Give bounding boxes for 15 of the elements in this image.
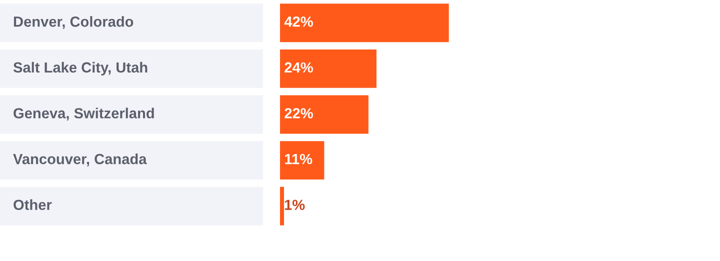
y-tick-label: Other [14, 199, 52, 210]
data-label: 42% [284, 16, 313, 27]
y-tick-label: Geneva, Switzerland [14, 108, 154, 121]
y-tick-label: Denver, Colorado [14, 16, 134, 29]
bar [280, 49, 376, 88]
data-label: 11% [285, 154, 312, 164]
data-label: 24% [284, 62, 313, 73]
data-label: 22% [284, 108, 313, 118]
y-tick-label: Salt Lake City, Utah [13, 62, 148, 76]
bar [280, 141, 324, 180]
y-tick-label: Vancouver, Canada [13, 154, 147, 166]
bar [280, 95, 368, 134]
bar [280, 186, 284, 226]
data-label: 1% [284, 200, 305, 210]
bar [280, 4, 449, 42]
